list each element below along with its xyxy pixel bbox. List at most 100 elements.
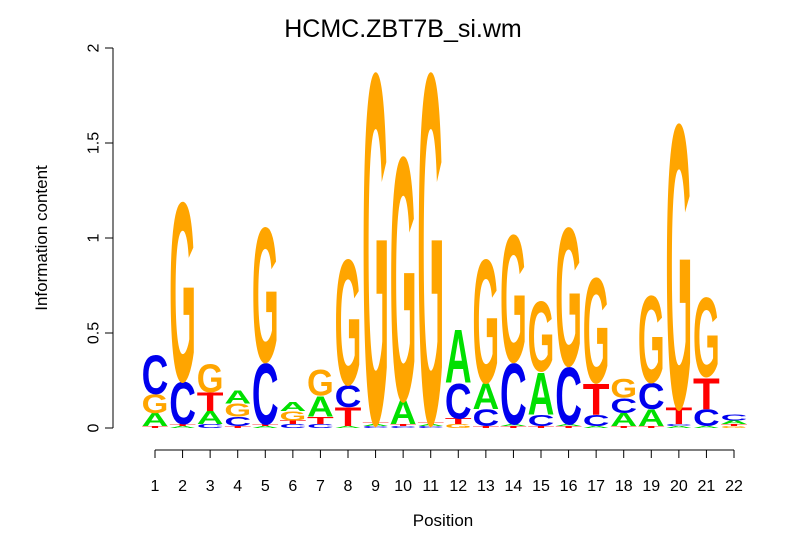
x-tick-label: 15 (532, 478, 550, 495)
logo-letter-G: G (279, 408, 306, 423)
logo-letter-G: G (197, 356, 224, 401)
y-tick-label: 1 (86, 233, 103, 242)
logo-letter-T: T (500, 426, 527, 429)
logo-letter-A: A (472, 376, 499, 417)
logo-letter-C: C (583, 412, 610, 430)
x-tick-label: 18 (615, 478, 633, 495)
logo-letter-G: G (583, 247, 610, 415)
logo-letter-T: T (528, 426, 555, 429)
logo-letter-A: A (224, 388, 251, 408)
x-tick-label: 3 (206, 478, 215, 495)
x-tick-label: 2 (178, 478, 187, 495)
logo-letter-T: T (362, 422, 389, 425)
logo-letter-G: G (142, 390, 169, 419)
x-tick-label: 17 (587, 478, 605, 495)
logo-letter-C: C (472, 405, 499, 432)
logo-letter-C: C (252, 346, 279, 444)
logo-letter-C: C (169, 369, 196, 438)
logo-letter-T: T (721, 424, 748, 427)
logo-letter-A: A (252, 426, 279, 429)
logo-letter-A: A (500, 424, 527, 427)
x-tick-label: 16 (560, 478, 578, 495)
x-tick-label: 22 (725, 478, 743, 495)
logo-letter-A: A (197, 408, 224, 428)
logo-letter-G: G (610, 374, 637, 403)
logo-letter-C: C (279, 423, 306, 429)
logo-letter-G: G (472, 223, 499, 420)
logo-letter-T: T (472, 426, 499, 429)
logo-letter-C: C (721, 413, 748, 422)
logo-letter-A: A (142, 410, 169, 430)
y-tick-label: 2 (86, 43, 103, 52)
logo-letter-C: C (224, 414, 251, 429)
logo-letter-A: A (721, 419, 748, 425)
logo-letter-C: C (500, 346, 527, 444)
logo-letter-G: G (528, 280, 555, 392)
x-axis-title: Position (413, 511, 473, 530)
logo-letter-C: C (610, 395, 637, 418)
logo-letter-G: G (307, 363, 334, 404)
logo-letter-C: C (555, 352, 582, 442)
logo-letter-G: G (721, 426, 748, 429)
y-axis: 0 0.5 1 1.5 2 (86, 43, 114, 432)
logo-letter-C: C (197, 423, 224, 429)
logo-letter-G: G (693, 274, 720, 401)
y-tick-label: 1.5 (86, 132, 103, 154)
x-axis: 1 2 3 4 5 6 7 8 9 10 11 12 13 14 15 16 17 18 19 20 21 22 (151, 449, 743, 495)
logo-letter-T: T (417, 422, 444, 425)
logo-letter-T: T (390, 424, 417, 427)
logo-letter-A: A (665, 426, 692, 429)
logo-letter-T: T (555, 426, 582, 429)
logo-letter-G: G (445, 423, 472, 429)
logo-letter-G: G (362, 0, 389, 530)
logo-letter-C: C (528, 412, 555, 430)
x-tick-label: 6 (288, 478, 297, 495)
logo-letter-A: A (528, 359, 555, 428)
logo-letter-A: A (279, 399, 306, 414)
logo-letter-A: A (610, 410, 637, 430)
logo-letter-C: C (693, 405, 720, 432)
logo-letter-T: T (583, 375, 610, 425)
logo-letter-A: A (583, 426, 610, 429)
logo-letter-C: C (390, 426, 417, 429)
logo-letter-C: C (142, 343, 169, 405)
logo-letter-C: C (335, 380, 362, 415)
x-tick-label: 7 (316, 478, 325, 495)
x-tick-label: 8 (344, 478, 353, 495)
logo-letter-C: C (638, 376, 665, 417)
x-tick-label: 1 (151, 478, 160, 495)
x-tick-label: 10 (394, 478, 412, 495)
logo-letter-C: C (362, 426, 389, 429)
x-tick-label: 9 (371, 478, 380, 495)
logo-letter-T: T (169, 424, 196, 427)
logo-letter-C: C (445, 374, 472, 430)
logo-letter-T: T (197, 387, 224, 417)
logo-letter-G: G (665, 41, 692, 495)
x-tick-label: 13 (477, 478, 495, 495)
x-tick-label: 4 (233, 478, 242, 495)
logo-letter-G: G (169, 149, 196, 435)
logo-letter-A: A (335, 426, 362, 429)
logo-letter-T: T (142, 426, 169, 429)
logo-letter-A: A (693, 426, 720, 429)
x-tick-label: 12 (449, 478, 467, 495)
logo-letter-A: A (417, 424, 444, 427)
y-tick-label: 0 (86, 423, 103, 432)
logo-letter-G: G (555, 187, 582, 409)
y-axis-title: Information content (32, 165, 51, 311)
